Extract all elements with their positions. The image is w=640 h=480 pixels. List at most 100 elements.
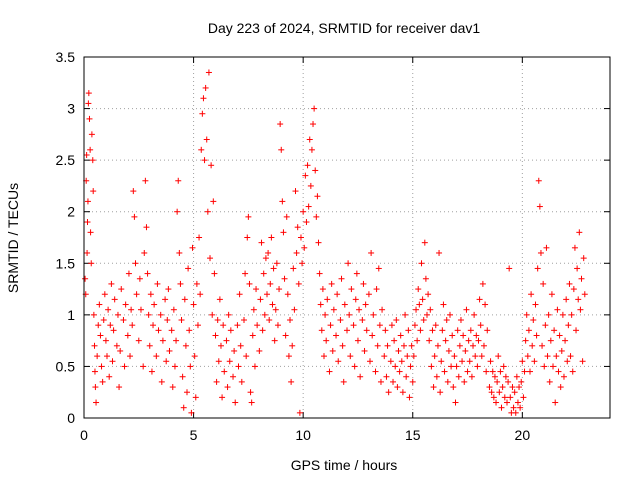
data-point — [93, 399, 100, 406]
data-point — [514, 399, 521, 406]
data-point — [323, 337, 330, 344]
y-tick-label: 1 — [67, 307, 75, 323]
data-point — [256, 347, 263, 354]
data-point — [243, 353, 250, 360]
data-point — [300, 208, 307, 215]
data-point — [236, 291, 243, 298]
data-point — [262, 255, 269, 262]
data-point — [110, 327, 117, 334]
data-point — [537, 249, 544, 256]
data-point — [89, 157, 96, 164]
data-point — [494, 378, 501, 385]
data-point — [290, 265, 297, 272]
data-point — [433, 373, 440, 380]
data-point — [415, 286, 422, 293]
data-point — [516, 384, 523, 391]
data-point — [376, 322, 383, 329]
data-point — [475, 337, 482, 344]
data-point — [114, 311, 121, 318]
data-point — [457, 317, 464, 324]
data-point — [267, 280, 274, 287]
data-point — [506, 265, 513, 272]
data-point — [535, 177, 542, 184]
data-point — [124, 332, 131, 339]
data-point — [284, 291, 291, 298]
x-tick-label: 10 — [295, 427, 311, 443]
data-point — [413, 306, 420, 313]
data-point — [428, 363, 435, 370]
data-point — [274, 322, 281, 329]
data-point — [276, 286, 283, 293]
data-point — [116, 384, 123, 391]
y-axis-label: SRMTID / TECUs — [5, 183, 21, 293]
data-point — [497, 368, 504, 375]
data-point — [285, 353, 292, 360]
data-point — [242, 270, 249, 277]
data-point — [545, 311, 552, 318]
data-point — [204, 208, 211, 215]
data-point — [244, 234, 251, 241]
data-point — [542, 322, 549, 329]
data-point — [523, 311, 530, 318]
data-point — [388, 322, 395, 329]
data-point — [402, 311, 409, 318]
data-point — [132, 260, 139, 267]
data-point — [168, 327, 175, 334]
data-point — [565, 322, 572, 329]
data-point — [351, 363, 358, 370]
data-point — [476, 296, 483, 303]
data-point — [87, 146, 94, 153]
data-point — [269, 301, 276, 308]
data-point — [490, 394, 497, 401]
data-point — [327, 322, 334, 329]
data-point — [171, 363, 178, 370]
data-point — [306, 136, 313, 143]
data-point — [488, 389, 495, 396]
data-point — [505, 378, 512, 385]
data-point — [248, 399, 255, 406]
data-point — [98, 363, 105, 370]
data-point — [105, 306, 112, 313]
data-point — [91, 342, 98, 349]
x-tick-label: 20 — [515, 427, 531, 443]
data-point — [311, 105, 318, 112]
data-point — [181, 296, 188, 303]
data-point — [385, 389, 392, 396]
data-point — [189, 244, 196, 251]
data-point — [209, 311, 216, 318]
data-point — [179, 373, 186, 380]
data-point — [394, 384, 401, 391]
data-point — [184, 389, 191, 396]
data-point — [212, 332, 219, 339]
data-point — [562, 337, 569, 344]
data-point — [533, 332, 540, 339]
data-point — [316, 270, 323, 277]
data-point — [329, 347, 336, 354]
data-point — [328, 280, 335, 287]
data-point — [83, 151, 90, 158]
data-point — [303, 219, 310, 226]
data-point — [279, 198, 286, 205]
data-point — [177, 280, 184, 287]
data-point — [445, 347, 452, 354]
data-point — [145, 311, 152, 318]
data-point — [85, 90, 92, 97]
data-point — [106, 373, 113, 380]
data-point — [182, 342, 189, 349]
data-point — [199, 110, 206, 117]
data-point — [293, 249, 300, 256]
data-point — [176, 249, 183, 256]
data-point — [237, 342, 244, 349]
data-point — [117, 347, 124, 354]
data-point — [118, 286, 125, 293]
data-point — [159, 337, 166, 344]
data-point — [101, 291, 108, 298]
data-point — [158, 378, 165, 385]
data-point — [579, 358, 586, 365]
data-point — [91, 368, 98, 375]
data-point — [352, 296, 359, 303]
data-point — [436, 249, 443, 256]
data-point — [363, 327, 370, 334]
data-point — [414, 337, 421, 344]
